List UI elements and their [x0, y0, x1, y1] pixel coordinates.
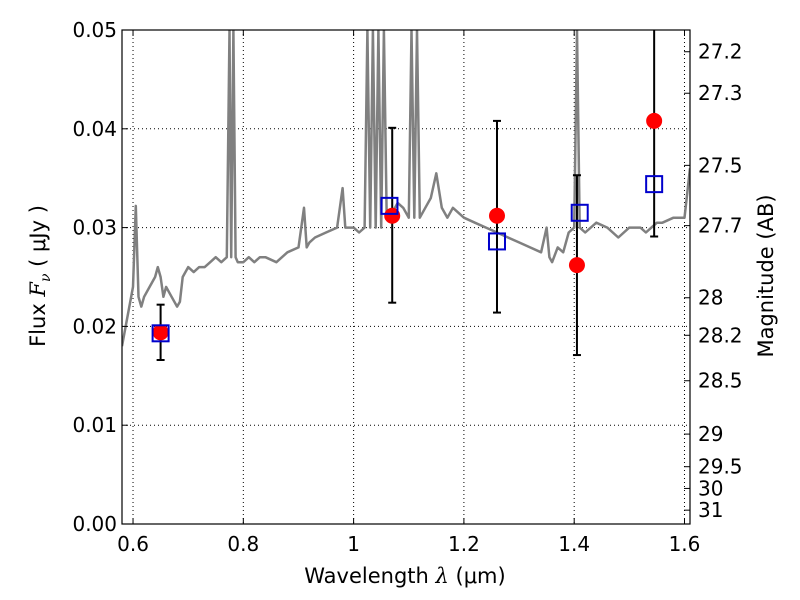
x-tick-label: 0.6 — [117, 532, 149, 556]
y-tick-label: 0.05 — [72, 18, 117, 42]
y2-tick-label: 27.3 — [698, 81, 743, 105]
model-point — [380, 196, 399, 215]
x-axis-label: Wavelength λ (μm) — [304, 564, 505, 588]
y2-axis-label: Magnitude (AB) — [754, 194, 778, 357]
y-tick-label: 0.01 — [72, 413, 117, 437]
plot-frame — [121, 29, 691, 525]
x-tick-label: 1 — [347, 532, 360, 556]
y-axis-label: Flux Fν ( μJy ) — [26, 205, 54, 347]
y2-tick-label: 27.5 — [698, 153, 743, 177]
observed-point — [384, 207, 401, 224]
observed-point — [568, 257, 585, 274]
y2-tick-label: 27.7 — [698, 214, 743, 238]
plot-area — [122, 30, 690, 361]
y2-tick-label: 27.2 — [698, 40, 743, 64]
y2-tick-label: 29.5 — [698, 455, 743, 479]
axes: 0.6 0.8 1 1.2 1.4 1.6 0.00 0.01 0.02 0.03 0.04 0.05… — [72, 18, 742, 556]
x-tick-label: 1.6 — [669, 532, 701, 556]
model-point — [570, 203, 589, 222]
model-point — [487, 232, 506, 251]
model-point — [151, 324, 170, 343]
y2-tick-label: 28 — [698, 286, 723, 310]
observed-point — [488, 207, 505, 224]
x-tick-label: 0.8 — [227, 532, 259, 556]
y-tick-label: 0.00 — [72, 512, 117, 536]
y-tick-label: 0.03 — [72, 216, 117, 240]
observed-point — [646, 112, 663, 129]
x-tick-label: 1.2 — [448, 532, 480, 556]
grid — [122, 30, 690, 524]
model-point — [645, 175, 664, 194]
y2-tick-label: 31 — [698, 498, 723, 522]
observed-point — [152, 324, 169, 341]
x-tick-label: 1.4 — [558, 532, 590, 556]
y2-tick-label: 28.5 — [698, 369, 743, 393]
y-tick-label: 0.04 — [72, 117, 117, 141]
y-tick-label: 0.02 — [72, 314, 117, 338]
y2-tick-label: 30 — [698, 476, 723, 500]
y2-tick-label: 29 — [698, 422, 723, 446]
y2-tick-label: 28.2 — [698, 323, 743, 347]
model-spectrum-line — [122, 30, 690, 347]
